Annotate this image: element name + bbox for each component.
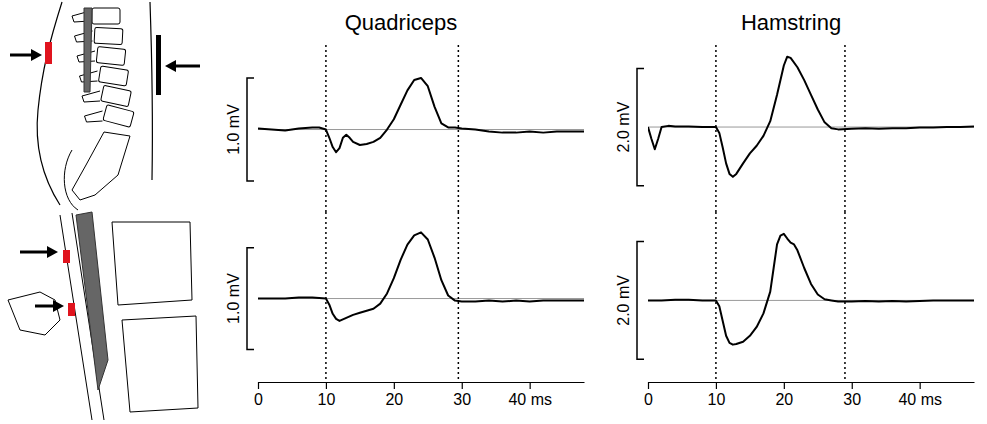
- sacrum: [72, 132, 130, 200]
- arrow-head: [53, 300, 64, 312]
- x-tick: 10: [708, 382, 726, 408]
- contact: [68, 303, 75, 316]
- x-axis-line: [259, 382, 585, 383]
- x-tick-mark: [462, 382, 463, 389]
- pelvis: [64, 150, 78, 210]
- x-tick: 30: [843, 382, 861, 408]
- x-axis-line: [649, 382, 975, 383]
- x-tick: 20: [385, 382, 403, 408]
- x-tick-mark: [852, 382, 853, 389]
- figure: Quadriceps 1.0 mV 1.0 mV 0 10 20 30 40 ms Hamstr…: [0, 0, 987, 424]
- epidural-lead: [84, 8, 92, 92]
- panel-title: Quadriceps: [345, 10, 458, 35]
- lead-body: [76, 212, 108, 390]
- spinous-process: [82, 91, 100, 102]
- x-tick: 0: [254, 382, 263, 408]
- x-tick-label: 30: [843, 391, 861, 408]
- x-tick-label: 0: [254, 391, 263, 408]
- window-line: [458, 212, 460, 380]
- scale-bar-label: 2.0 mV: [615, 275, 632, 326]
- panel-title: Hamstring: [741, 10, 841, 35]
- x-axis: 0 10 20 30 40 ms: [644, 382, 974, 408]
- panel: 2.0 mV 0 10 20 30 40 ms: [615, 212, 975, 408]
- scale-bar: [637, 68, 644, 185]
- emg-trace: [258, 78, 584, 152]
- skin-front: [150, 2, 152, 180]
- x-tick: 20: [775, 382, 793, 408]
- plot-area: [258, 232, 584, 321]
- panel: Quadriceps 1.0 mV: [225, 10, 584, 212]
- plot-area: [258, 78, 584, 152]
- vertebra: [98, 66, 128, 86]
- x-tick-mark: [530, 382, 531, 389]
- arrow-shaft: [173, 65, 200, 68]
- panel: Hamstring 2.0 mV: [615, 10, 974, 212]
- vertebral-body: [112, 222, 192, 305]
- vertebra: [94, 27, 123, 44]
- panel: 1.0 mV 0 10 20 30 40 ms: [225, 212, 585, 408]
- x-tick-label: 10: [708, 391, 726, 408]
- x-tick: 0: [644, 382, 653, 408]
- x-tick-label: 20: [385, 391, 403, 408]
- scale-bar-label: 2.0 mV: [615, 101, 632, 152]
- scale-bar: [637, 241, 644, 359]
- vertebra: [96, 47, 126, 66]
- x-tick-label: 40 ms: [508, 391, 552, 408]
- x-axis: 0 10 20 30 40 ms: [254, 382, 584, 408]
- baseline: [258, 129, 584, 130]
- x-tick-mark: [326, 382, 327, 389]
- emg-trace: [648, 57, 974, 177]
- arrow-shaft: [10, 54, 34, 57]
- skin-back: [37, 2, 62, 205]
- x-tick-label: 20: [775, 391, 793, 408]
- x-tick: 10: [318, 382, 336, 408]
- plot-area: [648, 234, 974, 345]
- window-line: [844, 212, 846, 380]
- plot-area: [648, 57, 974, 177]
- vertebra: [103, 105, 134, 128]
- x-tick: 40 ms: [898, 382, 942, 408]
- x-tick: 40 ms: [508, 382, 552, 408]
- emg-trace: [258, 232, 584, 321]
- x-tick-mark: [394, 382, 395, 389]
- x-tick-mark: [716, 382, 717, 389]
- x-tick-label: 10: [318, 391, 336, 408]
- scale-bar: [247, 78, 254, 181]
- x-tick-label: 0: [644, 391, 653, 408]
- scale-bar-label: 1.0 mV: [225, 273, 242, 324]
- x-tick-mark: [648, 382, 649, 389]
- x-tick-label: 40 ms: [898, 391, 942, 408]
- x-tick-mark: [258, 382, 259, 389]
- x-tick-mark: [920, 382, 921, 389]
- electrode-front: [156, 35, 161, 95]
- vertebra: [101, 85, 132, 106]
- x-tick-label: 30: [453, 391, 471, 408]
- spinous-process: [85, 111, 103, 122]
- vertebra: [92, 8, 120, 24]
- x-tick-mark: [784, 382, 785, 389]
- arrow-shaft: [35, 305, 56, 308]
- vertebral-body: [122, 316, 198, 412]
- electrode-back: [45, 42, 52, 64]
- arrow-shaft: [20, 251, 50, 254]
- x-tick: 30: [453, 382, 471, 408]
- anatomy: [8, 2, 200, 420]
- contact: [63, 250, 70, 263]
- window-line: [715, 212, 717, 380]
- scale-bar: [247, 248, 254, 350]
- arrow-head: [165, 60, 176, 72]
- scale-bar-label: 1.0 mV: [225, 104, 242, 155]
- window-line: [325, 212, 327, 380]
- arrow-head: [31, 49, 42, 61]
- lamina: [8, 292, 60, 335]
- emg-trace: [648, 234, 974, 345]
- arrow-head: [47, 246, 58, 258]
